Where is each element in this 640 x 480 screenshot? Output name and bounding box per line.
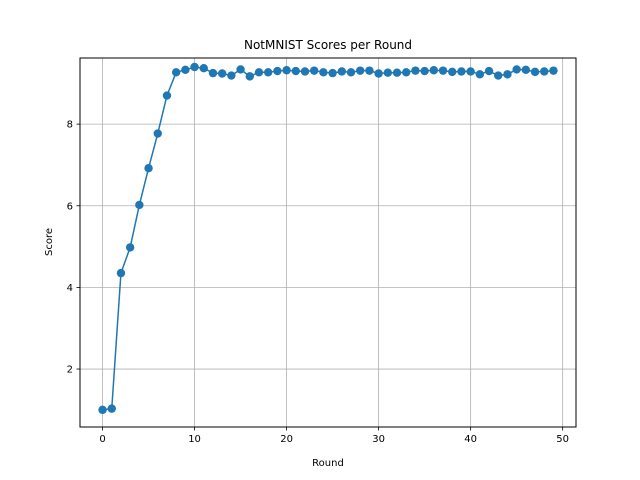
data-point: [521, 65, 531, 75]
data-point: [98, 405, 107, 415]
data-point: [457, 67, 466, 76]
plot-frame: [79, 57, 577, 428]
chart-title: NotMNIST Scores per Round: [244, 38, 412, 52]
data-point: [319, 68, 328, 77]
data-point: [263, 68, 273, 77]
series-line: [102, 66, 554, 411]
data-point: [374, 69, 383, 78]
x-tick-label: 0: [99, 434, 105, 445]
data-point: [217, 69, 227, 78]
y-axis-label: Score: [44, 228, 55, 256]
y-axis-ticks: 2 4 6 8: [67, 120, 80, 376]
data-point: [429, 66, 439, 75]
x-tick-label: 10: [188, 434, 201, 445]
data-point: [190, 62, 199, 72]
data-point: [181, 65, 190, 75]
data-point: [466, 67, 475, 76]
data-point: [162, 91, 172, 100]
grid: [80, 58, 576, 427]
data-point: [135, 200, 144, 210]
data-point: [438, 66, 448, 75]
x-tick-label: 20: [280, 434, 293, 445]
data-point: [125, 243, 135, 252]
data-point: [356, 66, 365, 75]
data-point: [328, 68, 337, 78]
data-point: [411, 66, 420, 75]
data-point: [530, 67, 540, 77]
y-tick-label: 6: [67, 201, 73, 212]
data-point: [365, 66, 374, 75]
data-point: [549, 66, 558, 75]
data-point: [402, 68, 411, 77]
data-point: [540, 67, 549, 76]
x-axis-ticks: 0 10 20 30 40 50: [99, 427, 569, 445]
y-tick-label: 8: [67, 120, 73, 131]
data-point: [448, 67, 457, 77]
data-point: [199, 64, 208, 73]
data-point: [420, 66, 429, 76]
data-point: [236, 65, 245, 74]
data-point: [171, 68, 181, 77]
data-point: [383, 68, 393, 77]
data-point: [484, 66, 494, 76]
data-point: [254, 68, 264, 77]
series-layer: [98, 62, 558, 415]
data-point: [291, 66, 300, 76]
data-point: [116, 268, 126, 278]
data-point: [144, 164, 153, 173]
data-point: [300, 67, 310, 76]
y-tick-label: 4: [67, 283, 73, 294]
data-point: [512, 65, 521, 74]
data-point: [392, 68, 402, 77]
data-point: [273, 66, 282, 76]
data-point: [107, 404, 116, 413]
y-tick-label: 2: [67, 365, 73, 376]
data-point: [245, 72, 254, 81]
data-point: [494, 71, 503, 80]
x-axis-label: Round: [312, 458, 344, 469]
data-point: [227, 71, 236, 80]
x-tick-label: 30: [372, 434, 385, 445]
x-tick-label: 40: [464, 434, 477, 445]
data-point: [282, 66, 291, 75]
data-point: [208, 68, 218, 78]
data-point: [346, 68, 356, 77]
x-tick-label: 50: [556, 434, 569, 445]
data-point: [153, 129, 162, 138]
data-point: [337, 67, 347, 76]
data-point: [309, 66, 319, 75]
data-point: [503, 70, 512, 79]
data-point: [475, 70, 485, 79]
